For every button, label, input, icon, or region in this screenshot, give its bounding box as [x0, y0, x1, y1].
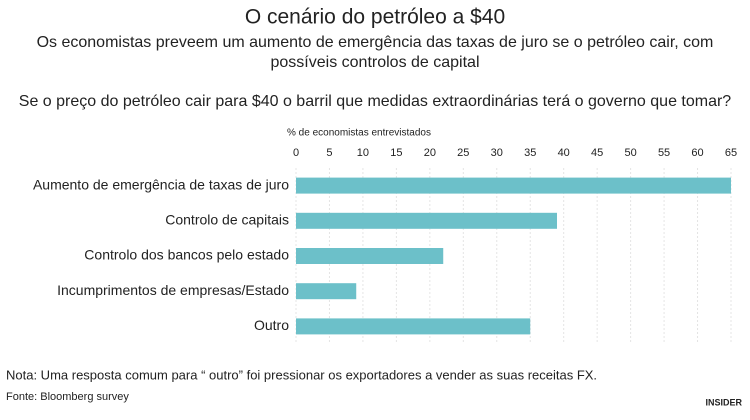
- source: Fonte: Bloomberg survey: [6, 391, 129, 403]
- bar: [296, 283, 357, 300]
- x-tick-label: 50: [624, 147, 636, 159]
- x-tick-label: 60: [691, 147, 703, 159]
- x-tick-label: 30: [491, 147, 503, 159]
- x-tick-label: 20: [424, 147, 436, 159]
- x-tick-label: 55: [658, 147, 670, 159]
- y-tick-label: Controlo de capitais: [165, 212, 289, 228]
- x-tick-label: 40: [558, 147, 570, 159]
- y-tick-label: Aumento de emergência de taxas de juro: [33, 176, 289, 192]
- x-tick-label: 35: [524, 147, 536, 159]
- x-tick-label: 25: [457, 147, 469, 159]
- subtitle: possíveis controlos de capital: [271, 54, 480, 71]
- bar: [296, 318, 531, 335]
- x-tick-label: 5: [326, 147, 332, 159]
- note: Nota: Uma resposta comum para “ outro” f…: [6, 367, 597, 382]
- chart-title: O cenário do petróleo a $40: [245, 6, 505, 29]
- subtitle: Os economistas preveem um aumento de eme…: [37, 34, 714, 51]
- x-tick-label: 45: [591, 147, 603, 159]
- bar: [296, 248, 444, 264]
- question: Se o preço do petróleo cair para $40 o b…: [19, 93, 732, 110]
- x-tick-label: 65: [725, 147, 737, 159]
- logo: INSIDER: [705, 397, 742, 407]
- y-tick-label: Incumprimentos de empresas/Estado: [57, 282, 289, 298]
- bar: [296, 212, 557, 229]
- x-tick-label: 10: [357, 147, 369, 159]
- y-tick-label: Outro: [254, 317, 289, 333]
- x-tick-label: 15: [390, 147, 402, 159]
- y-tick-label: Controlo dos bancos pelo estado: [84, 247, 289, 263]
- x-tick-label: 0: [293, 147, 299, 159]
- x-axis-label: % de economistas entrevistados: [287, 128, 431, 139]
- bar: [296, 177, 731, 194]
